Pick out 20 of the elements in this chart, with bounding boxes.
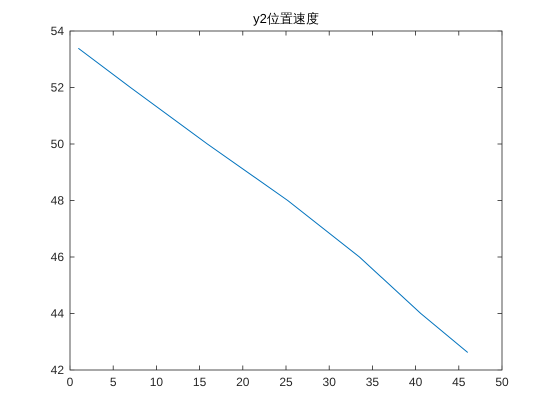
y-tick-label: 50	[50, 137, 64, 151]
chart-title: y2位置速度	[253, 11, 319, 26]
x-tick-label: 45	[452, 375, 466, 389]
x-tick-label: 35	[366, 375, 380, 389]
y-tick-label: 48	[50, 194, 64, 208]
y-tick-label: 46	[50, 250, 64, 264]
x-tick-label: 40	[408, 375, 423, 389]
y-tick-label: 54	[50, 24, 64, 38]
x-tick-label: 10	[150, 375, 164, 389]
line-series	[78, 48, 468, 353]
y-tick-label: 42	[50, 363, 64, 377]
x-tick-label: 5	[110, 375, 117, 389]
x-tick-label: 0	[66, 375, 74, 389]
x-tick-label: 15	[192, 375, 207, 389]
y-tick-label: 44	[50, 306, 64, 320]
x-tick-label: 20	[236, 375, 250, 389]
x-tick-label: 50	[495, 375, 509, 389]
x-tick-label: 30	[322, 375, 336, 389]
y-tick-label: 52	[50, 80, 64, 94]
x-tick-label: 25	[279, 375, 293, 389]
